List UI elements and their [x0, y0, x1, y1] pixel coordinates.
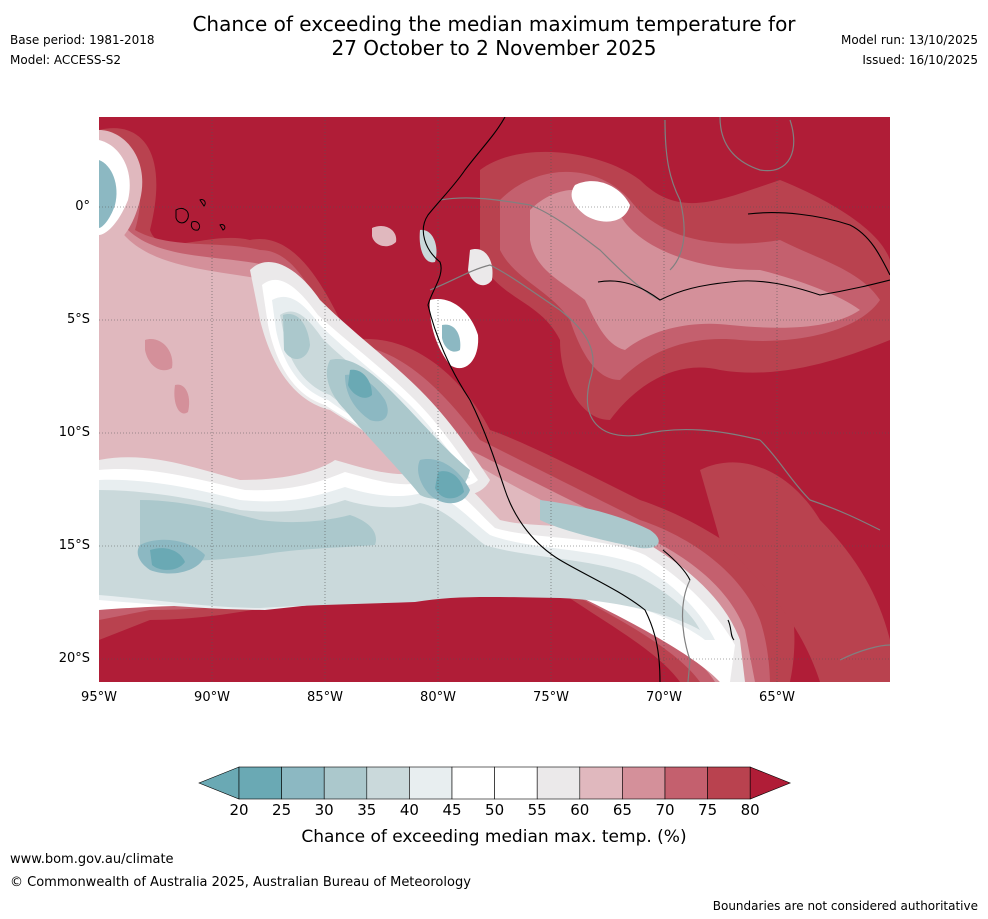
lon-label-90w: 90°W	[194, 690, 230, 705]
colorbar-extend-low	[198, 766, 240, 800]
band-west-cool-3	[99, 160, 117, 228]
colorbar-bin	[366, 766, 410, 800]
colorbar-bin	[622, 766, 666, 800]
meta-right: Model run: 13/10/2025 Issued: 16/10/2025	[841, 30, 978, 70]
lat-label-20s: 20°S	[58, 651, 90, 666]
lon-label-80w: 80°W	[420, 690, 456, 705]
band-20-c	[150, 548, 185, 570]
model-run: Model run: 13/10/2025	[840, 33, 978, 47]
colorbar-tick-label: 65	[612, 801, 632, 819]
band-30	[140, 500, 376, 561]
colorbar-tick-label: 80	[740, 801, 760, 819]
band-small-b	[145, 339, 173, 371]
footer-url[interactable]: www.bom.gov.au/climate	[10, 852, 174, 867]
lon-label-65w: 65°W	[759, 690, 795, 705]
colorbar-title: Chance of exceeding median max. temp. (%…	[301, 827, 687, 847]
forecast-field	[99, 117, 890, 682]
band-small-a	[372, 225, 397, 247]
band-75-south	[700, 462, 890, 682]
colorbar-extend-high	[749, 766, 792, 800]
colorbar-bin	[451, 766, 495, 800]
colorbar-bin	[281, 766, 325, 800]
colorbar-bin	[664, 766, 708, 800]
band-small-c	[174, 384, 190, 414]
band-coast-b	[442, 324, 461, 352]
title-line-1: Chance of exceeding the median maximum t…	[192, 12, 796, 36]
colorbar-tick-label: 70	[655, 801, 675, 819]
country-borders	[429, 117, 890, 682]
colorbar-tick-label: 55	[527, 801, 547, 819]
band-30-center	[283, 314, 310, 360]
colorbar	[198, 766, 792, 800]
lat-label-5s: 5°S	[66, 312, 90, 327]
band-20-b	[435, 471, 464, 499]
colorbar-tick-label: 35	[357, 801, 377, 819]
title-line-2: 27 October to 2 November 2025	[331, 36, 657, 60]
colorbar-tick-label: 75	[698, 801, 718, 819]
colorbar-tick-label: 60	[570, 801, 590, 819]
copyright-text: © Commonwealth of Australia 2025, Austra…	[10, 875, 471, 890]
band-65-east	[530, 189, 860, 350]
lon-label-75w: 75°W	[533, 690, 569, 705]
lon-label-70w: 70°W	[646, 690, 682, 705]
band-20-a	[348, 369, 372, 398]
colorbar-bin	[494, 766, 538, 800]
lon-label-85w: 85°W	[307, 690, 343, 705]
coastlines	[422, 117, 890, 682]
map-title: Chance of exceeding the median maximum t…	[0, 12, 988, 60]
base-period: Base period: 1981-2018	[10, 33, 155, 47]
colorbar-bin	[536, 766, 581, 800]
colorbar-bin	[323, 766, 368, 800]
colorbar-tick-label: 50	[485, 801, 505, 819]
lat-label-0: 0°	[75, 199, 90, 214]
colorbar-tick-label: 20	[229, 801, 249, 819]
lat-label-10s: 10°S	[58, 425, 90, 440]
colorbar-tick-label: 25	[272, 801, 292, 819]
graticule	[99, 117, 890, 682]
meta-left: Base period: 1981-2018 Model: ACCESS-S2	[10, 30, 155, 70]
colorbar-bin	[579, 766, 623, 800]
issued-date: Issued: 16/10/2025	[862, 53, 978, 67]
band-50-east	[571, 181, 630, 222]
disclaimer-text: Boundaries are not considered authoritat…	[712, 899, 978, 913]
galapagos-islands	[175, 199, 226, 231]
lat-label-15s: 15°S	[58, 538, 90, 553]
colorbar-tick-label: 40	[399, 801, 419, 819]
colorbar-bin	[409, 766, 453, 800]
band-coast-c	[468, 249, 493, 286]
colorbar-bin	[707, 766, 751, 800]
colorbar-tick-label: 30	[314, 801, 334, 819]
colorbar-tick-label: 45	[442, 801, 462, 819]
model-name: Model: ACCESS-S2	[10, 53, 122, 67]
band-30-ne	[540, 500, 659, 549]
lon-label-95w: 95°W	[81, 690, 117, 705]
colorbar-bin	[238, 766, 282, 800]
